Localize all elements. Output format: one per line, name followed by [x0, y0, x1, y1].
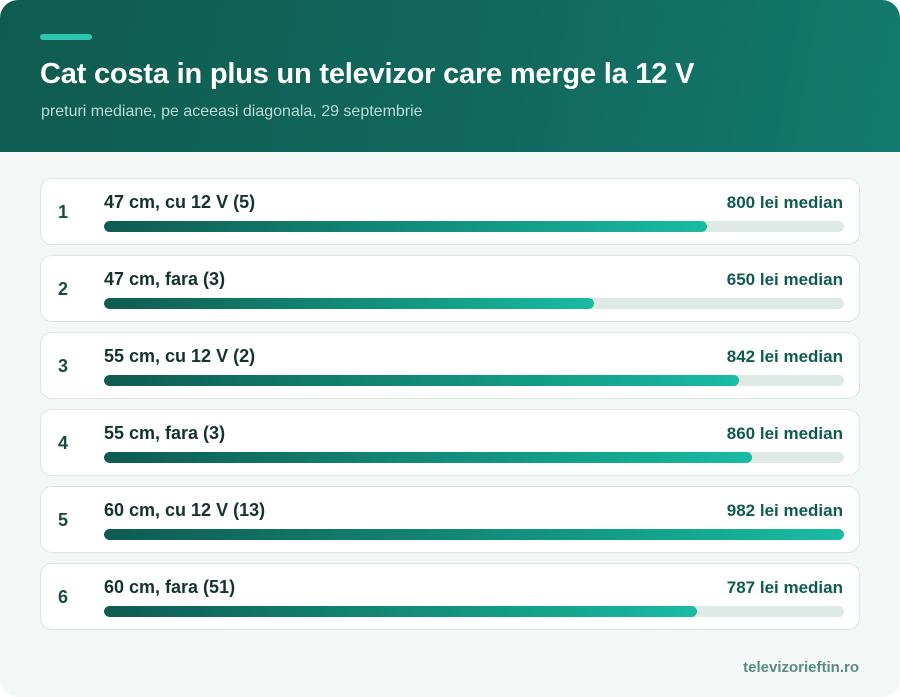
bar: [104, 298, 594, 309]
brand-footer: televizorieftin.ro: [743, 659, 859, 676]
bar-value-label: 650 lei median: [726, 270, 843, 289]
bar-track: [104, 221, 844, 232]
bar-row: 2 47 cm, fara (3) 650 lei median: [40, 255, 860, 322]
bar-rank: 5: [58, 510, 69, 530]
bar-rank: 6: [58, 587, 69, 607]
bar-value-label: 860 lei median: [726, 424, 843, 443]
bar-track: [104, 529, 844, 540]
bar-category-label: 47 cm, fara (3): [104, 269, 226, 289]
bar-row: 5 60 cm, cu 12 V (13) 982 lei median: [40, 486, 860, 553]
bar: [104, 529, 844, 540]
bar-category-label: 55 cm, fara (3): [104, 423, 226, 443]
chart-header: Cat costa in plus un televizor care merg…: [0, 0, 900, 152]
bar-category-label: 60 cm, fara (51): [104, 577, 236, 597]
accent-line: [40, 34, 92, 40]
bar-rank: 4: [58, 433, 69, 453]
bar: [104, 606, 697, 617]
chart-title: Cat costa in plus un televizor care merg…: [40, 58, 695, 90]
bar-row: 4 55 cm, fara (3) 860 lei median: [40, 409, 860, 476]
bar-track: [104, 298, 844, 309]
bar-value-label: 787 lei median: [726, 578, 843, 597]
bar: [104, 375, 739, 386]
bar-category-label: 60 cm, cu 12 V (13): [104, 500, 266, 520]
bar-row: 1 47 cm, cu 12 V (5) 800 lei median: [40, 178, 860, 245]
bar-track: [104, 606, 844, 617]
bar-value-label: 982 lei median: [726, 501, 843, 520]
bar-value-label: 842 lei median: [726, 347, 843, 366]
bar-category-label: 55 cm, cu 12 V (2): [104, 346, 256, 366]
bar: [104, 221, 707, 232]
bar-category-label: 47 cm, cu 12 V (5): [104, 192, 256, 212]
bar-value-label: 800 lei median: [726, 193, 843, 212]
bar-row: 6 60 cm, fara (51) 787 lei median: [40, 563, 860, 630]
bar-rank: 2: [58, 279, 69, 299]
bar-rank: 1: [58, 202, 69, 222]
bar-track: [104, 375, 844, 386]
bar-track: [104, 452, 844, 463]
chart-subtitle: preturi mediane, pe aceeasi diagonala, 2…: [41, 103, 423, 120]
bar-rank: 3: [58, 356, 69, 376]
bar: [104, 452, 752, 463]
bar-row: 3 55 cm, cu 12 V (2) 842 lei median: [40, 332, 860, 399]
